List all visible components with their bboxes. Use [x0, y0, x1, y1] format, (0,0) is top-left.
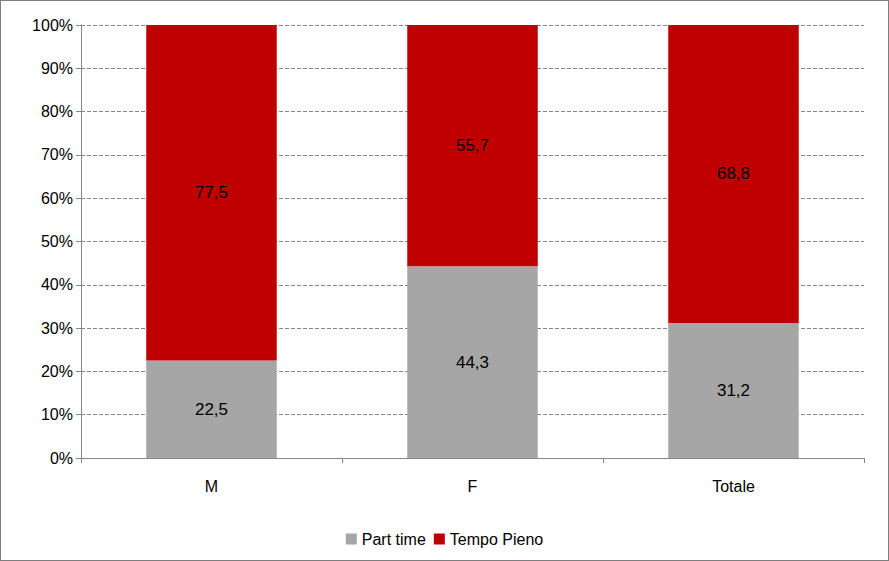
svg-text:100%: 100% — [32, 17, 73, 34]
svg-text:22,5: 22,5 — [195, 400, 228, 419]
svg-text:F: F — [468, 478, 478, 495]
svg-text:90%: 90% — [41, 60, 73, 77]
svg-text:68,8: 68,8 — [717, 164, 750, 183]
svg-text:10%: 10% — [41, 406, 73, 423]
svg-text:80%: 80% — [41, 103, 73, 120]
svg-text:31,2: 31,2 — [717, 381, 750, 400]
svg-text:44,3: 44,3 — [456, 353, 489, 372]
svg-text:40%: 40% — [41, 276, 73, 293]
svg-text:M: M — [205, 478, 218, 495]
svg-text:60%: 60% — [41, 190, 73, 207]
svg-text:70%: 70% — [41, 146, 73, 163]
svg-text:77,5: 77,5 — [195, 183, 228, 202]
svg-text:Tempo Pieno: Tempo Pieno — [450, 531, 543, 548]
svg-text:0%: 0% — [50, 450, 73, 467]
svg-text:55,7: 55,7 — [456, 136, 489, 155]
svg-text:Part time: Part time — [362, 531, 426, 548]
svg-text:30%: 30% — [41, 320, 73, 337]
svg-text:20%: 20% — [41, 363, 73, 380]
svg-text:50%: 50% — [41, 233, 73, 250]
svg-text:Totale: Totale — [712, 478, 755, 495]
